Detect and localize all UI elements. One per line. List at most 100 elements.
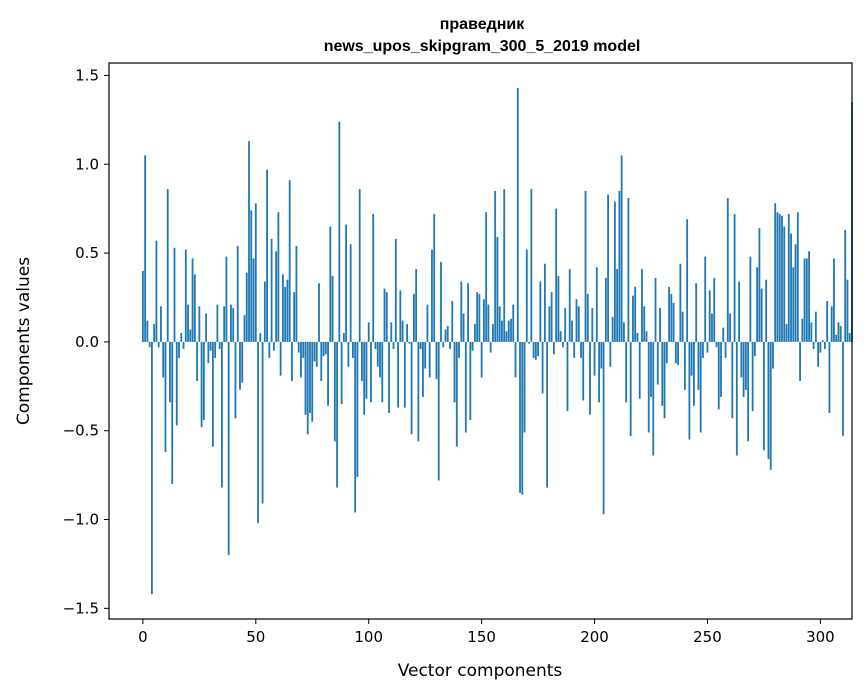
x-tick-label: 150 [467,628,496,646]
bar [833,258,835,342]
bar [557,276,560,342]
bar [695,283,698,342]
bar [169,341,171,403]
bar [609,341,612,367]
bar [363,341,366,415]
bar [435,341,438,380]
bar [848,333,851,342]
bar [722,327,725,342]
bar [376,341,379,367]
bar [835,334,838,342]
bar [704,256,707,342]
bar [616,269,619,342]
bar [496,237,499,342]
bar [225,256,228,342]
bar [589,341,591,415]
bar [670,293,673,342]
bar [681,311,684,342]
bar [367,322,370,342]
bar [193,274,196,342]
bar [263,281,266,342]
bar [683,341,686,390]
bar [573,341,576,358]
bar [654,277,657,342]
bar [272,341,275,351]
y-tick-label: 0.5 [75,244,99,262]
bar [141,270,144,342]
bar [571,320,573,342]
bar [458,341,460,358]
bar [555,208,558,342]
bar [449,341,451,349]
bar [591,308,594,342]
bar [525,249,528,342]
bar [550,292,553,342]
bar [302,341,305,358]
bar [600,341,603,369]
bar [329,226,332,342]
bar [769,341,772,470]
bar [259,333,262,342]
bar [706,341,709,353]
bar [399,290,402,342]
bar [519,341,521,493]
bar [469,341,472,421]
bar [200,341,203,428]
bar [548,306,551,342]
bar [799,341,801,381]
x-axis-ticks: 0 50 100 150 200 250 300 [138,619,835,646]
bar [268,341,271,358]
bar [446,325,449,342]
bar [227,341,230,556]
x-tick-label: 100 [354,628,383,646]
bar [455,341,458,447]
bar [702,341,704,358]
bar [347,341,350,367]
bar [453,341,456,403]
bar [155,240,158,342]
bar [846,279,849,342]
bar [300,341,302,378]
bar [552,341,555,355]
bar [444,329,447,342]
bar [218,341,221,349]
bar [760,288,763,342]
bar [356,341,359,477]
bar [819,341,822,353]
bar [661,341,664,406]
bar [627,198,630,342]
bar [230,304,232,342]
bar [209,341,212,351]
bar [765,279,768,342]
bar [647,341,650,433]
bar [774,203,777,342]
bar [478,293,481,342]
bar [422,341,424,397]
bar [331,276,334,342]
bar [426,304,429,342]
bar [322,341,325,357]
bar [546,341,549,488]
bar [440,261,442,342]
bar [270,238,273,342]
bar [629,341,632,437]
bar [521,341,524,495]
bar [431,249,433,342]
y-tick-label: 1.5 [75,66,99,84]
y-tick-label: −1.0 [63,511,99,529]
bar [397,341,399,408]
bar [693,341,695,406]
bar [148,341,151,348]
bar [580,341,582,358]
bar [575,299,578,342]
bar [715,341,718,348]
bar [593,341,596,376]
bar [826,301,829,342]
bar [636,333,639,342]
bar [821,340,824,342]
bar [503,189,506,342]
bar [805,258,808,342]
bar [175,341,178,426]
y-tick-label: 1.0 [75,155,99,173]
bar [584,190,587,342]
